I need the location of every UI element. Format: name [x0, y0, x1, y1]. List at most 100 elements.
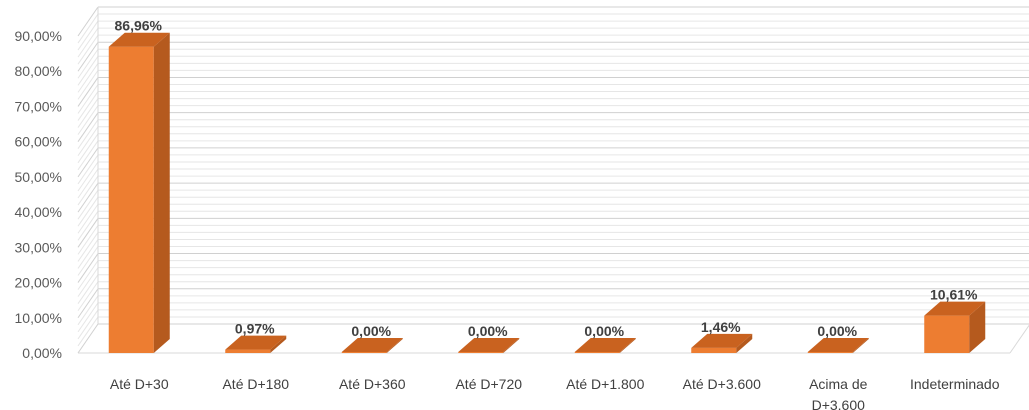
side-gridline — [77, 112, 99, 142]
side-gridline — [77, 260, 99, 290]
side-gridline — [77, 267, 99, 297]
side-gridline — [77, 239, 99, 269]
bar-top-face — [225, 335, 287, 350]
bar — [574, 338, 636, 353]
bar-top-face — [574, 338, 636, 352]
data-label: 1,46% — [701, 319, 741, 335]
side-gridline — [77, 288, 99, 319]
bar-front-face — [225, 349, 271, 353]
data-label: 86,96% — [115, 18, 163, 34]
y-tick-label: 40,00% — [15, 204, 62, 220]
y-tick-label: 10,00% — [15, 310, 62, 326]
y-tick-label: 80,00% — [15, 63, 62, 79]
x-tick-label: Até D+3.600 — [683, 376, 761, 392]
side-gridline — [77, 91, 99, 121]
side-gridline — [77, 175, 99, 206]
side-gridline — [77, 6, 99, 37]
data-label: 0,00% — [351, 323, 391, 339]
bar-side-face — [619, 338, 636, 353]
side-gridline — [77, 140, 99, 171]
side-gridline — [77, 105, 99, 135]
floor-right-edge — [1009, 324, 1029, 354]
bar — [108, 32, 170, 354]
side-gridline — [77, 20, 99, 51]
side-gridline — [77, 218, 99, 248]
bar-side-face — [969, 301, 986, 353]
side-gridline — [77, 77, 99, 107]
side-gridline — [77, 295, 99, 326]
side-gridline — [77, 168, 99, 199]
x-tick-label: Acima de — [809, 376, 868, 392]
bar — [458, 338, 520, 353]
bar-top-face — [807, 338, 869, 352]
bar — [924, 301, 986, 353]
side-gridline — [77, 246, 99, 276]
side-gridline — [77, 154, 99, 185]
side-gridline — [77, 253, 99, 283]
side-gridline — [77, 302, 99, 333]
side-gridline — [77, 48, 99, 79]
side-gridline — [77, 13, 99, 44]
y-axis: 0,00% 10,00% 20,00% 30,00% 40,00% 50,00% 60,00… — [15, 28, 62, 361]
gridlines — [77, 6, 1029, 354]
x-tick-label: Até D+360 — [339, 376, 406, 392]
bar-front-face — [807, 352, 853, 353]
side-gridline — [77, 133, 99, 164]
side-gridline — [77, 232, 99, 262]
bar — [807, 338, 869, 353]
side-gridline — [77, 98, 99, 128]
side-gridline — [77, 27, 99, 58]
side-gridline — [77, 56, 99, 86]
bars: 86,96% 0,97% 0,00% 0,00% 0,00% 1,46% 0,00% 10,6… — [108, 18, 986, 354]
bar-side-face — [736, 333, 753, 353]
side-gridline — [77, 70, 99, 100]
side-gridline — [77, 323, 99, 354]
bar-top-face — [108, 32, 170, 47]
data-label: 0,97% — [235, 321, 275, 337]
y-tick-label: 0,00% — [22, 345, 62, 361]
bar-top-face — [924, 301, 986, 316]
side-gridline — [77, 316, 99, 347]
bar-front-face — [108, 46, 154, 354]
side-gridline — [77, 196, 99, 227]
data-label: 0,00% — [584, 323, 624, 339]
bar-front-face — [341, 352, 387, 353]
bar-side-face — [153, 32, 170, 354]
bar — [341, 338, 403, 353]
bar-front-face — [691, 347, 737, 353]
side-gridline — [77, 147, 99, 178]
bar — [691, 333, 753, 353]
side-gridline — [77, 84, 99, 114]
side-gridline — [77, 63, 99, 93]
x-tick-label: Indeterminado — [910, 376, 1000, 392]
side-gridline — [77, 182, 99, 213]
y-tick-label: 60,00% — [15, 134, 62, 150]
bar-side-face — [503, 338, 520, 353]
x-tick-label: Até D+180 — [222, 376, 289, 392]
y-tick-label: 70,00% — [15, 98, 62, 114]
x-tick-label: Até D+720 — [455, 376, 522, 392]
side-gridline — [77, 225, 99, 255]
side-gridline — [77, 126, 99, 157]
side-gridline — [77, 41, 99, 72]
y-tick-label: 90,00% — [15, 28, 62, 44]
bar-top-face — [691, 333, 753, 348]
x-tick-label: Até D+1.800 — [566, 376, 644, 392]
bar-side-face — [852, 338, 869, 353]
bar-front-face — [574, 352, 620, 353]
bar-side-face — [270, 335, 287, 353]
side-gridline — [77, 274, 99, 304]
bar-side-face — [386, 338, 403, 353]
side-gridline — [77, 309, 99, 340]
x-tick-label: Até D+30 — [110, 376, 169, 392]
bar-top-face — [341, 338, 403, 352]
bar — [225, 335, 287, 353]
side-gridline — [77, 161, 99, 192]
bar-top-face — [458, 338, 520, 352]
y-tick-label: 20,00% — [15, 275, 62, 291]
bar-front-face — [458, 352, 504, 353]
side-gridline — [77, 203, 99, 234]
data-label: 0,00% — [817, 323, 857, 339]
y-tick-label: 30,00% — [15, 239, 62, 255]
